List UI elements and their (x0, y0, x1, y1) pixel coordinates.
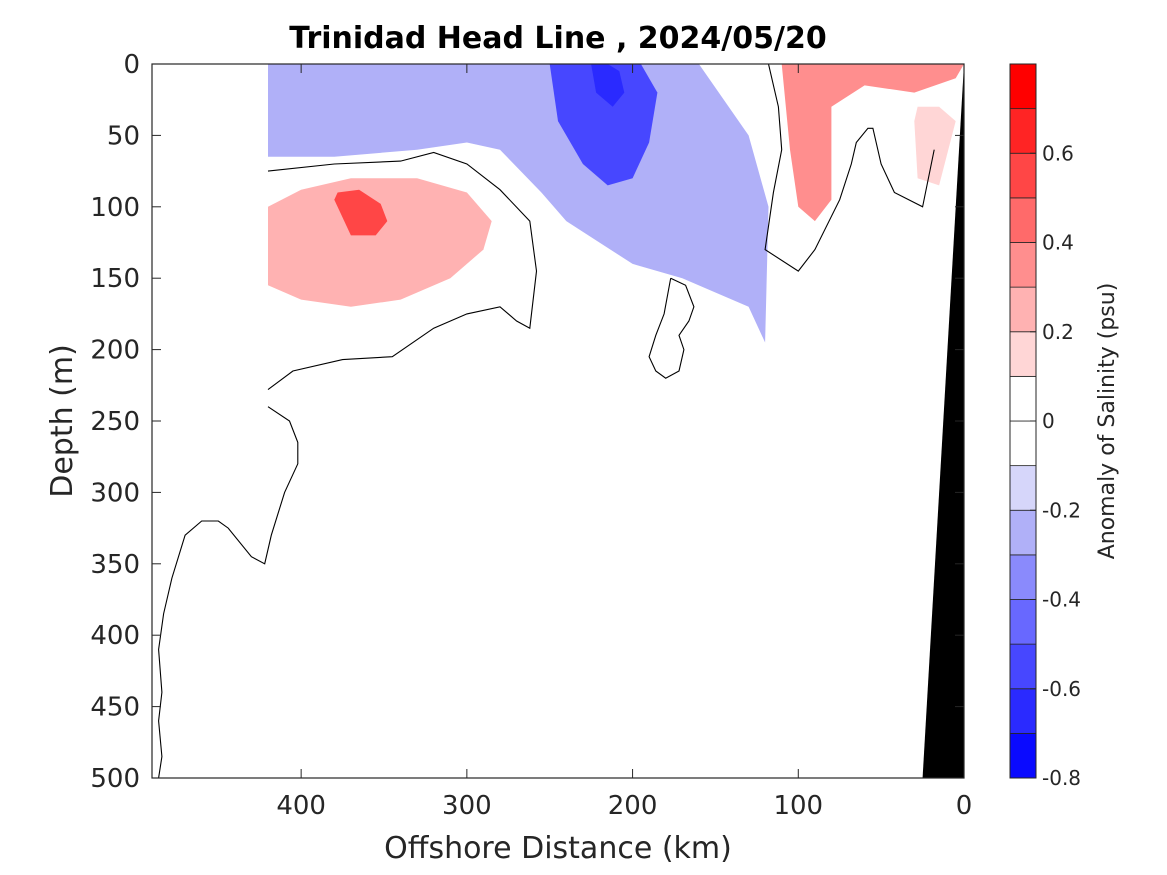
colorbar-tick-label: -0.4 (1042, 588, 1081, 612)
x-tick-label: 400 (276, 791, 326, 821)
colorbar-swatch (1009, 286, 1037, 333)
y-tick-label: 350 (90, 550, 140, 580)
x-tick-label: 100 (773, 791, 823, 821)
zero-contour-line (648, 277, 695, 379)
zero-contours (155, 64, 935, 778)
y-tick-label: 150 (90, 264, 140, 294)
x-tick-label: 300 (442, 791, 492, 821)
region-negative-center (591, 64, 625, 107)
y-axis-label: Depth (m) (45, 344, 80, 498)
colorbar-swatch (1009, 108, 1037, 154)
x-tick-label: 0 (956, 791, 973, 821)
colorbar-swatch (1009, 732, 1037, 779)
colorbar-tick-label: -0.6 (1042, 677, 1081, 701)
x-axis-label: Offshore Distance (km) (384, 831, 732, 866)
chart-title: Trinidad Head Line , 2024/05/20 (289, 21, 826, 56)
zero-contour-line (155, 406, 299, 778)
y-tick-label: 100 (90, 193, 140, 223)
y-tick-label: 300 (90, 478, 140, 508)
colorbar-tick-label: -0.8 (1042, 766, 1081, 790)
colorbar-swatch (1009, 554, 1037, 600)
zero-contour-line (764, 64, 935, 272)
colorbar-swatch (1009, 643, 1037, 690)
y-ticks: 0 50 100 150 200 250 300 350 400 450 500 (90, 50, 964, 794)
colorbar-swatch (1009, 242, 1037, 288)
colorbar-tick-label: 0.2 (1042, 320, 1074, 344)
colorbar: -0.8 -0.6 -0.4 -0.2 0 0.2 0.4 0.6 (1009, 63, 1081, 790)
colorbar-swatch (1009, 599, 1037, 645)
colorbar-swatch (1009, 509, 1037, 556)
region-subsurface-positive-eddy (268, 178, 492, 307)
bathymetry-wedge (922, 64, 964, 778)
colorbar-swatch (1009, 197, 1037, 243)
y-tick-label: 0 (123, 50, 140, 80)
anomaly-regions (268, 64, 964, 343)
region-subsurface-positive-core (334, 189, 388, 236)
colorbar-swatch (1009, 375, 1037, 422)
colorbar-swatch (1009, 331, 1037, 377)
y-tick-label: 200 (90, 336, 140, 366)
region-nearshore-positive (781, 64, 964, 222)
colorbar-label: Anomaly of Salinity (psu) (1095, 283, 1120, 560)
y-tick-label: 500 (90, 764, 140, 794)
zero-contour-line (267, 151, 538, 391)
colorbar-tick-label: 0.4 (1042, 231, 1074, 255)
y-tick-label: 400 (90, 621, 140, 651)
y-tick-label: 250 (90, 407, 140, 437)
colorbar-tick-label: 0 (1042, 409, 1055, 433)
region-negative-core (549, 64, 658, 186)
colorbar-tick-label: -0.2 (1042, 498, 1081, 522)
x-ticks: 400 300 200 100 0 (276, 64, 972, 821)
x-tick-label: 200 (608, 791, 658, 821)
colorbar-swatch (1009, 465, 1037, 511)
colorbar-swatch (1009, 152, 1037, 199)
region-nearshore-deep-positive (914, 106, 956, 186)
y-tick-label: 50 (107, 121, 140, 151)
colorbar-tick-label: 0.6 (1042, 141, 1074, 165)
colorbar-swatch (1009, 420, 1037, 467)
colorbar-swatch (1009, 688, 1037, 734)
colorbar-swatch (1009, 63, 1037, 110)
y-tick-label: 450 (90, 693, 140, 723)
